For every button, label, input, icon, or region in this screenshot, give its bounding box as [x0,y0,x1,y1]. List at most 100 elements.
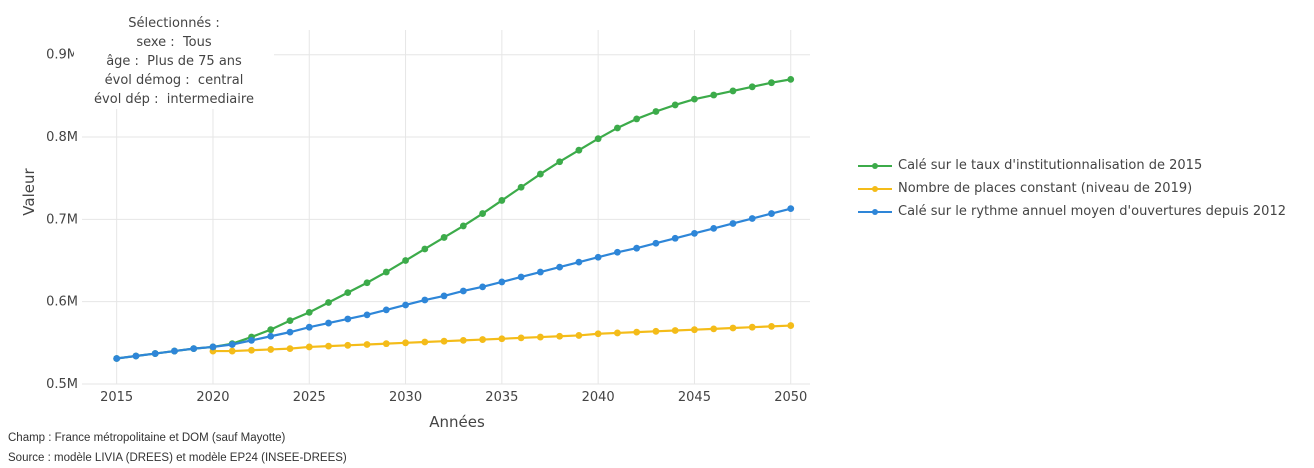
series-point-2 [363,311,371,319]
series-point-1 [382,340,390,348]
selection-annotation: Sélectionnés : sexe : Tous âge : Plus de… [74,14,274,109]
legend-swatch-yellow [858,185,892,192]
y-axis-title: Valeur [20,167,38,215]
series-point-2 [248,336,255,344]
series-point-0 [305,308,313,316]
series-point-2 [151,350,159,357]
series-point-1 [671,327,679,334]
series-point-1 [440,337,448,345]
series-point-2 [768,210,775,217]
series-point-0 [691,95,698,103]
series-point-2 [382,306,390,314]
series-point-2 [575,258,583,266]
series-point-1 [594,330,602,338]
series-point-0 [479,210,486,217]
series-point-0 [652,108,660,115]
series-point-2 [459,287,467,295]
series-point-0 [633,115,641,123]
series-point-0 [614,124,621,132]
x-tick-label: 2030 [389,390,422,405]
x-tick-label: 2045 [678,390,711,405]
series-point-0 [498,197,506,204]
series-point-0 [594,135,602,143]
series-point-2 [132,352,140,360]
series-point-0 [729,87,737,95]
series-point-0 [267,326,275,334]
legend-item-rythme-ouvertures[interactable]: Calé sur le rythme annuel moyen d'ouvert… [858,200,1286,223]
series-point-2 [614,248,621,256]
series-point-0 [517,183,525,191]
series-point-1 [344,341,352,349]
series-point-2 [440,292,448,300]
series-point-1 [248,346,255,354]
x-tick-label: 2035 [485,390,518,405]
series-point-1 [691,326,698,334]
legend-label: Nombre de places constant (niveau de 201… [898,181,1193,196]
series-point-2 [787,205,795,213]
series-point-1 [710,325,718,333]
y-tick-label: 0.6M [46,295,78,310]
legend-swatch-green [858,162,892,169]
series-point-0 [575,146,583,154]
series-point-2 [498,278,506,286]
series-point-1 [459,336,467,344]
legend: Calé sur le taux d'institutionnalisation… [858,154,1286,223]
series-point-0 [421,245,429,253]
y-tick-label: 0.9M [46,48,78,63]
legend-swatch-blue [858,208,892,215]
series-point-2 [325,319,332,327]
x-tick-label: 2025 [293,390,326,405]
series-point-0 [536,170,544,178]
series-point-2 [267,332,275,340]
series-point-0 [440,234,448,241]
series-point-1 [768,322,775,330]
series-point-1 [614,329,621,337]
legend-item-institutionnalisation[interactable]: Calé sur le taux d'institutionnalisation… [858,154,1286,177]
y-axis-ticks: 0.5M 0.6M 0.7M 0.8M 0.9M [46,48,78,392]
series-point-2 [171,347,178,355]
series-lines [113,75,795,362]
footnote-source: Source : modèle LIVIA (DREES) et modèle … [8,452,347,464]
series-point-2 [594,253,602,261]
x-axis-title: Années [429,413,485,431]
series-point-2 [421,296,429,304]
series-point-2 [710,225,718,232]
series-point-0 [382,268,390,276]
selection-title: Sélectionnés : [128,16,220,31]
series-point-1 [305,343,313,351]
x-axis-ticks: 2015 2020 2025 2030 2035 2040 2045 2050 [100,390,807,405]
selection-evol-dep: évol dép : intermediaire [94,92,254,107]
series-point-2 [729,220,737,227]
series-point-0 [325,299,332,306]
series-point-2 [190,345,198,352]
y-tick-label: 0.5M [46,377,78,392]
series-point-1 [267,346,275,353]
series-point-0 [402,257,409,264]
series-point-0 [787,75,795,83]
legend-item-places-constant[interactable]: Nombre de places constant (niveau de 201… [858,177,1286,200]
series-point-1 [787,322,795,329]
series-point-0 [363,279,371,287]
series-point-1 [498,335,506,343]
legend-label: Calé sur le rythme annuel moyen d'ouvert… [898,204,1286,219]
series-point-1 [556,332,564,340]
series-point-0 [459,222,467,230]
series-point-1 [286,345,294,352]
selection-age: âge : Plus de 75 ans [106,54,242,69]
y-tick-label: 0.7M [46,212,78,227]
series-point-2 [228,341,236,348]
series-point-1 [363,341,371,348]
series-point-0 [286,317,294,325]
series-point-1 [575,332,583,339]
series-point-2 [536,268,544,276]
series-point-2 [113,355,121,362]
x-tick-label: 2040 [582,390,615,405]
series-point-1 [517,334,525,342]
selection-evol-demog: évol démog : central [104,73,244,88]
series-point-2 [479,283,486,291]
series-point-1 [652,327,660,335]
series-point-2 [344,315,352,323]
x-tick-label: 2050 [774,390,807,405]
series-point-1 [748,323,756,331]
series-point-0 [671,101,679,109]
